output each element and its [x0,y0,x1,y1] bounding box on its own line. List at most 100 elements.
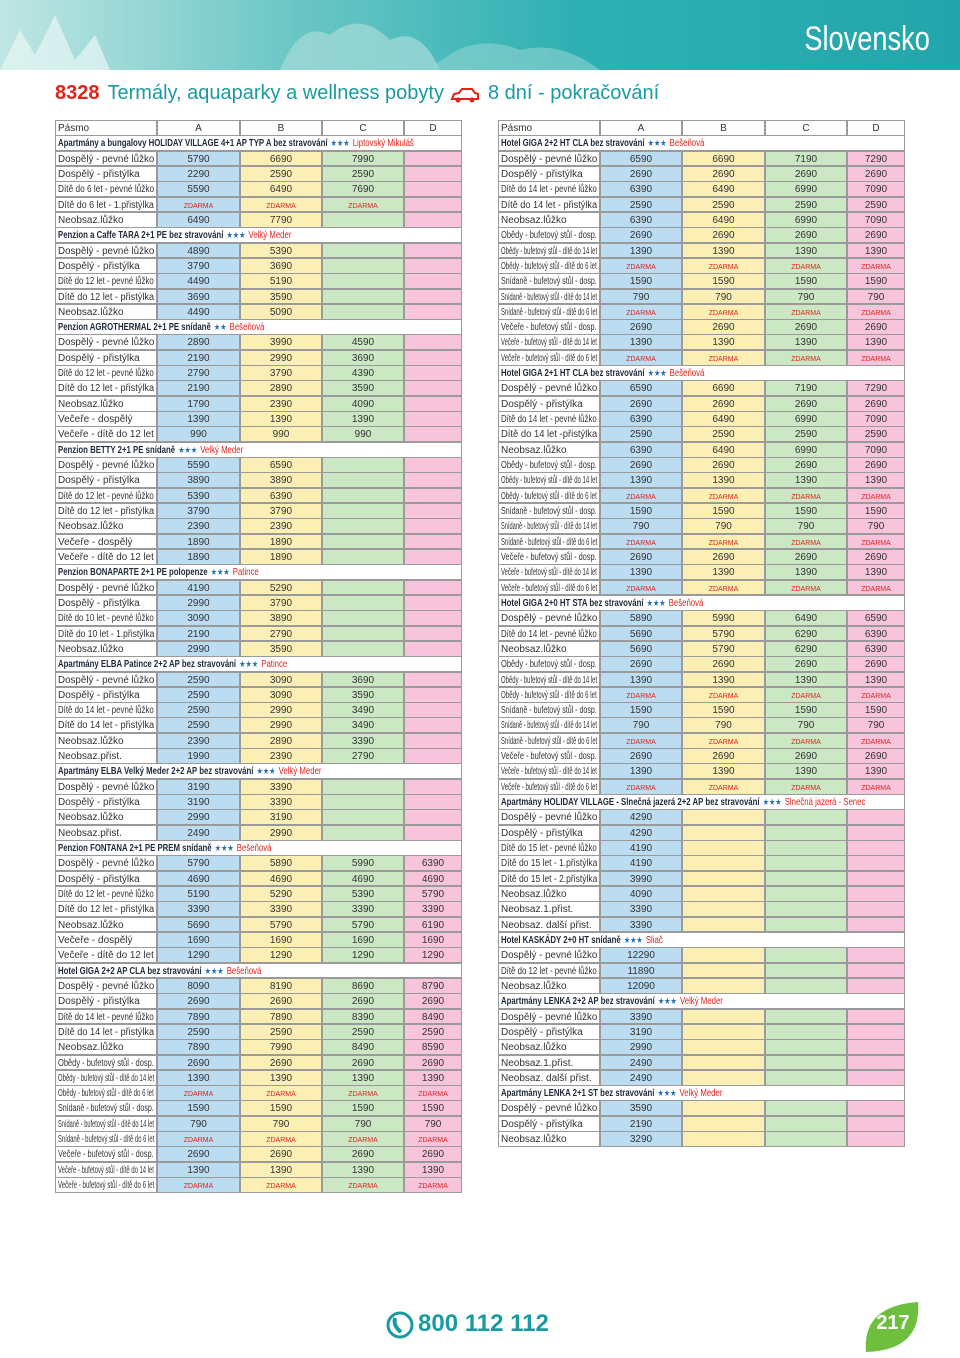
price: 2890 [187,337,210,349]
row-label: Neobsaz.přist. [55,824,157,841]
price: 2590 [351,168,375,180]
price: ZDARMA [418,1091,448,1099]
rating-icon: ★ [223,567,230,578]
price: 2690 [794,398,818,410]
price-cell: 3590 [322,686,404,703]
row-label: Večeře - dospělý [55,931,157,948]
hotel-name: Hotel GIGA 2+0 HT STA bez stravování [501,597,644,609]
price-cell: ZDARMA [847,778,905,795]
price: 3390 [269,904,293,916]
row-label-text: Dospělý - přistýlka [58,260,140,272]
price: 3190 [187,781,210,793]
price-cell [682,824,765,841]
price: 5690 [187,919,210,931]
price-cell: 4590 [322,334,404,351]
price-cell [847,977,905,994]
location: Patince [232,567,259,579]
row-label: Dítě do 10 let - pevné lůžko [55,610,157,627]
price-cell [322,211,404,228]
row-label: Snídaně - bufetový stůl - dítě do 14 let [498,717,600,734]
price: 5790 [187,858,210,870]
price: 2690 [629,322,653,334]
price-cell: ZDARMA [600,257,682,274]
price: 6390 [421,858,445,870]
price: 6290 [794,628,818,640]
price-cell: 1390 [240,411,322,427]
price-cell: 5290 [240,579,322,596]
car-icon [450,87,479,103]
price-cell: 5790 [322,916,404,933]
rating-icon: ★ [670,996,677,1007]
price-cell: 6990 [765,441,847,458]
price: 6390 [864,628,888,640]
price: 7090 [864,414,888,426]
price-cell [322,824,404,841]
row-label: Dítě do 14 let - pevné lůžko [498,181,600,198]
price-cell [682,840,765,856]
price: 1390 [864,567,888,579]
price-cell: 4190 [600,840,682,856]
hotel-name: Hotel GIGA 2+1 HT CLA bez stravování [501,368,645,380]
price: 1390 [794,337,818,349]
price-cell: 1590 [847,273,905,289]
price-cell [847,962,905,979]
price-cell: ZDARMA [240,1131,322,1147]
price-cell [847,870,905,887]
price: 7990 [351,153,375,165]
row-label: Dospělý - pevné lůžko [55,150,157,167]
price-cell: ZDARMA [600,533,682,550]
price-cell: ZDARMA [600,732,682,749]
price-cell: 1390 [765,472,847,489]
section-header: Apartmány LENKA 2+1 ST bez stravování ★★★… [498,1085,905,1101]
row-label-text: Obědy - bufetový stůl - dítě do 6 let [501,490,597,502]
rating-icon: ★ [213,322,221,333]
row-label-text: Dospělý - pevné lůžko [501,812,598,824]
price: 2690 [864,460,888,472]
price: 2990 [269,720,293,732]
section-header-text: Hotel GIGA 2+0 HT STA bez stravování ★★★ B… [501,596,703,610]
price-cell: 790 [847,518,905,535]
row-label-text: Dítě do 12 let - pevné lůžko [501,965,597,977]
row-label: Dospělý - přistýlka [55,686,157,703]
location: Slnečná jazerá - Senec [784,797,866,809]
row-label-text: Neobsaz.přist. [58,827,122,839]
row-label: Dospělý - přistýlka [55,594,157,611]
price-cell [404,273,462,289]
row-label: Snídaně - bufetový stůl - dítě do 14 let [55,1115,157,1132]
price-cell: 1390 [765,763,847,780]
price-cell: ZDARMA [600,487,682,504]
price-cell: 2190 [157,349,240,366]
row-label-text: Dospělý - přistýlka [58,873,140,885]
section-header-text: Hotel GIGA 2+2 HT CLA bez stravování ★★★ B… [501,136,704,150]
price-cell [404,487,462,504]
price-cell [847,1115,905,1132]
price-cell: 1590 [600,273,682,289]
price: 4090 [629,889,653,900]
price-cell: 2690 [682,748,765,764]
price: 790 [272,1118,290,1130]
row-label-text: Dítě do 14 let - přistýlka [58,1026,155,1038]
price: 5790 [187,153,210,165]
rating-icons: ★★★ [205,964,224,978]
price-cell: 2590 [157,1023,240,1040]
row-label-text: Dítě do 14 let - přistýlka [501,199,598,211]
row-label-text: Snídaně - bufetový stůl - dítě do 6 let [501,306,598,318]
section-header: Penzion FONTANA 2+1 PE PREM snídaně ★★★ Be… [55,840,462,856]
section-header-text: Apartmány a bungalovy HOLIDAY VILLAGE 4+… [58,136,414,150]
price-cell: 2990 [240,702,322,718]
price: 3390 [421,904,445,916]
price-cell: 3890 [157,472,240,489]
price: 3390 [629,919,653,931]
price-cell: 2690 [682,319,765,335]
row-label: Neobsaz.lůžko [55,732,157,749]
rating-icon: ★ [336,138,344,149]
price-cell: 1590 [240,1100,322,1117]
price: 1590 [794,276,818,288]
price: ZDARMA [708,738,739,746]
price: 3690 [351,352,375,364]
row-label: Snídaně - bufetový stůl - dítě do 14 let [498,518,600,535]
row-label-text: Dospělý - pevné lůžko [58,153,155,165]
price: ZDARMA [626,263,656,271]
price: 6590 [864,613,888,625]
row-label-text: Snídaně - bufetový stůl - dítě do 14 let [501,291,597,303]
